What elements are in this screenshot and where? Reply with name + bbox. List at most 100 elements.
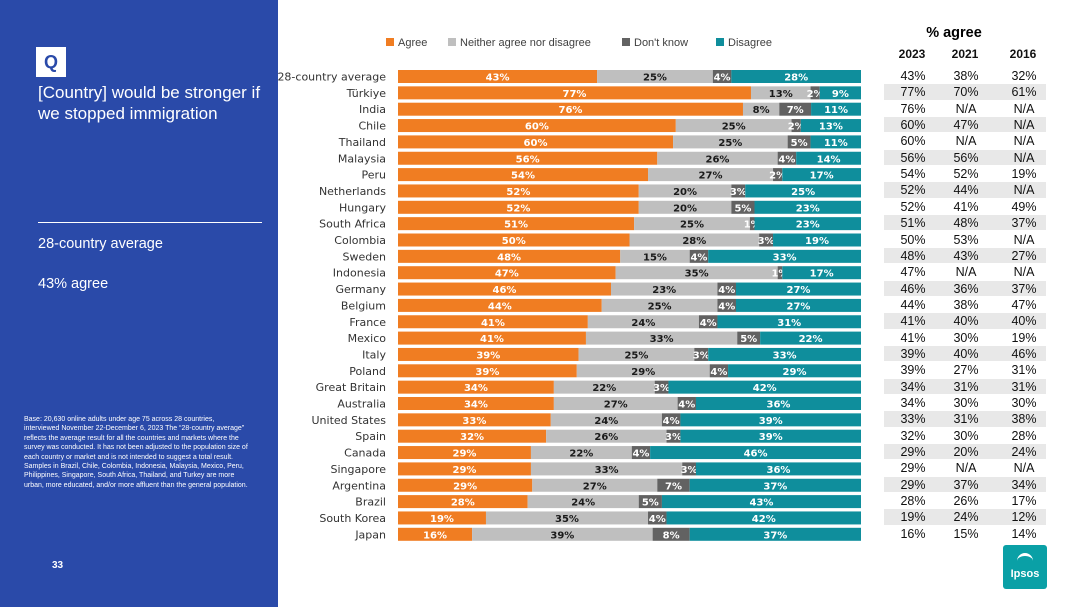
data-label-28-country-average-neither-agree-nor-disagree: 25% xyxy=(643,73,667,84)
data-label-thailand-disagree: 11% xyxy=(824,138,848,149)
ipsos-logo: Ipsos xyxy=(1003,545,1047,589)
trend-row-t-rkiye: 77% 70% 61% xyxy=(884,84,1046,100)
trend-cell-2021: 70% xyxy=(953,85,979,100)
trend-cell-2016: 24% xyxy=(1011,445,1037,460)
bar-peru-neither-agree-nor-disagree xyxy=(648,168,774,182)
data-label-australia-agree: 34% xyxy=(464,400,488,411)
bar-mexico-agree xyxy=(398,331,586,345)
data-label-colombia-disagree: 19% xyxy=(805,236,829,247)
bar-great-britain-don-t-know xyxy=(654,380,669,394)
page-number: 33 xyxy=(52,560,64,571)
bar-france-neither-agree-nor-disagree xyxy=(587,315,699,329)
trend-cell-2023: 32% xyxy=(900,428,926,443)
category-label-colombia: Colombia xyxy=(334,234,386,247)
bar-singapore-agree xyxy=(398,462,531,476)
trend-cell-2021: 47% xyxy=(953,118,979,133)
trend-cell-2016: 28% xyxy=(1011,428,1037,443)
data-label-peru-neither-agree-nor-disagree: 27% xyxy=(699,171,723,182)
data-label-france-don-t-know: 4% xyxy=(700,318,717,329)
trend-cell-2016: N/A xyxy=(1013,118,1035,133)
category-label-malaysia: Malaysia xyxy=(338,152,386,165)
trend-cell-2016: 61% xyxy=(1011,85,1037,100)
category-label-singapore: Singapore xyxy=(331,463,387,476)
data-label-argentina-neither-agree-nor-disagree: 27% xyxy=(583,481,607,492)
bar-sweden-don-t-know xyxy=(689,249,709,263)
data-label-canada-neither-agree-nor-disagree: 22% xyxy=(569,449,593,460)
trend-row-peru: 54% 52% 19% xyxy=(884,166,1046,181)
category-label-germany: Germany xyxy=(335,283,386,296)
bar-canada-agree xyxy=(398,446,531,460)
trend-table-title: % agree xyxy=(926,25,982,41)
bar-canada-neither-agree-nor-disagree xyxy=(530,446,632,460)
data-label-united-states-don-t-know: 4% xyxy=(663,416,680,427)
trend-row-italy: 39% 40% 46% xyxy=(884,345,1046,362)
trend-cell-2016: 49% xyxy=(1011,199,1037,214)
data-label-t-rkiye-agree: 77% xyxy=(563,89,587,100)
bar-argentina-disagree xyxy=(689,478,861,492)
data-label-netherlands-disagree: 25% xyxy=(791,187,815,198)
year-header-2023: 2023 xyxy=(898,47,926,61)
trend-cell-2023: 60% xyxy=(900,118,926,133)
data-label-peru-don-t-know: 2% xyxy=(769,171,786,182)
logo-arc-icon xyxy=(1017,553,1033,564)
category-label-thailand: Thailand xyxy=(338,136,386,149)
bar-spain-neither-agree-nor-disagree xyxy=(546,429,667,443)
logo-text: Ipsos xyxy=(1010,568,1040,580)
bar-south-korea-neither-agree-nor-disagree xyxy=(485,511,649,525)
trend-row-belgium: 44% 38% 47% xyxy=(884,297,1046,312)
data-label-australia-neither-agree-nor-disagree: 27% xyxy=(604,400,628,411)
trend-cell-2021: 24% xyxy=(953,510,979,525)
bar-netherlands-neither-agree-nor-disagree xyxy=(638,184,732,198)
data-label-thailand-agree: 60% xyxy=(524,138,548,149)
bar-argentina-don-t-know xyxy=(657,478,690,492)
data-label-singapore-don-t-know: 3% xyxy=(681,465,698,476)
data-label-canada-agree: 29% xyxy=(453,449,477,460)
data-label-japan-disagree: 37% xyxy=(763,530,787,541)
trend-cell-2021: 31% xyxy=(953,379,979,394)
data-label-spain-disagree: 39% xyxy=(759,432,783,443)
data-label-australia-don-t-know: 4% xyxy=(678,400,695,411)
bar-united-states-agree xyxy=(398,413,551,427)
trend-cell-2016: 46% xyxy=(1011,346,1037,361)
trend-row-singapore: 29% N/A N/A xyxy=(884,460,1046,475)
data-label-poland-neither-agree-nor-disagree: 29% xyxy=(631,367,655,378)
data-label-argentina-agree: 29% xyxy=(453,481,477,492)
trend-cell-2021: N/A xyxy=(955,265,977,280)
category-label-mexico: Mexico xyxy=(348,332,387,345)
data-label-spain-don-t-know: 3% xyxy=(665,432,682,443)
trend-row-spain: 32% 30% 28% xyxy=(884,428,1046,443)
data-label-malaysia-agree: 56% xyxy=(516,154,540,165)
bar-australia-don-t-know xyxy=(677,397,696,410)
data-label-peru-agree: 54% xyxy=(511,171,535,182)
data-label-hungary-neither-agree-nor-disagree: 20% xyxy=(673,203,697,214)
data-label-thailand-neither-agree-nor-disagree: 25% xyxy=(718,138,742,149)
trend-cell-2016: 17% xyxy=(1011,494,1037,509)
trend-cell-2023: 76% xyxy=(900,101,926,116)
trend-cell-2021: 38% xyxy=(953,69,979,83)
data-label-poland-agree: 39% xyxy=(475,367,499,378)
trend-cell-2023: 41% xyxy=(900,330,926,345)
average-value: 43% agree xyxy=(38,276,109,292)
data-label-india-neither-agree-nor-disagree: 8% xyxy=(753,105,770,116)
legend-label-agree: Agree xyxy=(398,37,428,49)
bar-australia-neither-agree-nor-disagree xyxy=(553,397,678,410)
bar-brazil-agree xyxy=(398,495,528,509)
trend-row-argentina: 29% 37% 34% xyxy=(884,476,1046,493)
trend-cell-2016: 19% xyxy=(1011,330,1037,345)
trend-cell-2016: N/A xyxy=(1013,265,1035,280)
legend-swatch-agree xyxy=(386,38,394,46)
bar-t-rkiye-don-t-know xyxy=(810,86,820,100)
data-label-belgium-don-t-know: 4% xyxy=(718,301,735,312)
category-label-poland: Poland xyxy=(349,365,386,378)
trend-cell-2021: 31% xyxy=(953,412,979,427)
data-label-colombia-don-t-know: 3% xyxy=(758,236,775,247)
trend-row-japan: 16% 15% 14% xyxy=(884,526,1046,541)
data-label-south-africa-don-t-know: 1% xyxy=(744,220,761,231)
bar-thailand-agree xyxy=(398,135,674,149)
data-label-indonesia-disagree: 17% xyxy=(810,269,834,280)
data-label-south-korea-disagree: 42% xyxy=(752,514,776,525)
data-label-germany-agree: 46% xyxy=(493,285,517,296)
bar-italy-don-t-know xyxy=(694,347,709,361)
data-label-south-africa-disagree: 23% xyxy=(796,220,820,231)
bar-chile-disagree xyxy=(800,119,861,133)
